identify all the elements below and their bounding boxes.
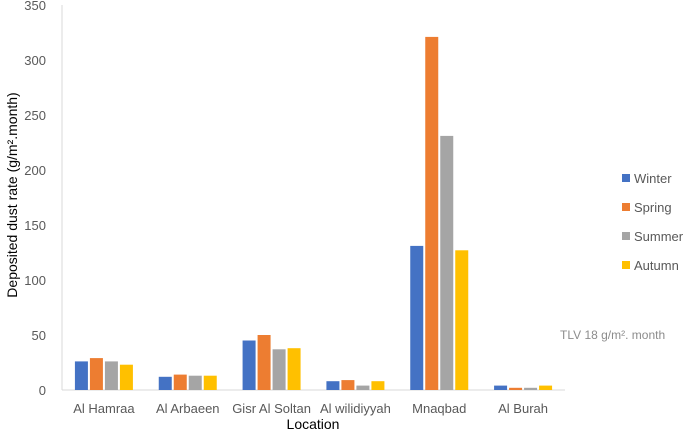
legend-swatch-summer (622, 232, 630, 240)
legend-label-winter: Winter (634, 171, 672, 186)
legend-label-summer: Summer (634, 229, 684, 244)
bar-spring-5 (509, 387, 523, 390)
bar-winter-3 (326, 381, 340, 390)
bar-spring-3 (341, 380, 355, 390)
legend-swatch-autumn (622, 261, 630, 269)
bar-spring-0 (89, 358, 103, 390)
bar-spring-4 (425, 36, 439, 391)
y-tick-label: 150 (24, 218, 46, 233)
x-tick-label: Gisr Al Soltan (232, 401, 311, 416)
bar-autumn-5 (539, 385, 553, 390)
y-tick-label: 250 (24, 108, 46, 123)
x-tick-label: Al Burah (498, 401, 548, 416)
bar-summer-1 (188, 375, 202, 390)
bar-winter-1 (158, 376, 172, 390)
bar-summer-2 (272, 349, 286, 390)
y-axis-ticks: 0 50 100 150 200 250 300 350 (24, 0, 46, 398)
x-tick-label: Al Hamraa (73, 401, 135, 416)
x-axis-title: Location (287, 416, 340, 432)
bar-summer-4 (440, 135, 454, 390)
y-tick-label: 50 (32, 328, 46, 343)
tlv-annotation: TLV 18 g/m². month (560, 328, 665, 342)
bar-winter-5 (494, 385, 508, 390)
y-axis-title: Deposited dust rate (g/m².month) (4, 92, 20, 297)
y-tick-label: 350 (24, 0, 46, 13)
x-tick-label: Mnaqbad (412, 401, 466, 416)
bar-summer-0 (104, 361, 118, 390)
bar-winter-4 (410, 245, 424, 390)
bar-summer-3 (356, 385, 370, 390)
x-tick-label: Al wilidiyyah (320, 401, 391, 416)
bar-summer-5 (524, 387, 538, 390)
y-tick-label: 300 (24, 53, 46, 68)
legend-label-spring: Spring (634, 200, 672, 215)
bar-autumn-1 (203, 375, 217, 390)
legend-label-autumn: Autumn (634, 258, 679, 273)
legend: Winter Spring Summer Autumn (622, 171, 684, 273)
legend-swatch-spring (622, 203, 630, 211)
bars-group (74, 36, 553, 391)
bar-autumn-4 (455, 250, 469, 390)
bar-autumn-0 (119, 364, 133, 390)
bar-spring-2 (257, 335, 271, 390)
legend-swatch-winter (622, 174, 630, 182)
bar-autumn-3 (371, 381, 385, 390)
bar-winter-0 (74, 361, 88, 390)
bar-autumn-2 (287, 348, 301, 390)
y-tick-label: 100 (24, 273, 46, 288)
y-tick-label: 0 (39, 383, 46, 398)
bar-spring-1 (173, 374, 187, 390)
x-axis-ticks: Al Hamraa Al Arbaeen Gisr Al Soltan Al wili… (73, 401, 548, 416)
bar-winter-2 (242, 340, 256, 390)
x-tick-label: Al Arbaeen (156, 401, 220, 416)
y-tick-label: 200 (24, 163, 46, 178)
